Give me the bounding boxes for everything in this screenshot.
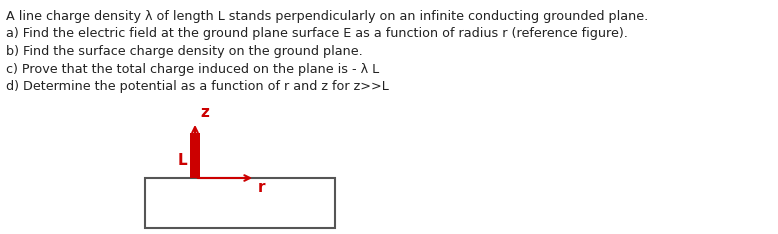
Text: c) Prove that the total charge induced on the plane is - λ L: c) Prove that the total charge induced o… xyxy=(6,62,379,76)
Text: z: z xyxy=(200,105,209,120)
Bar xyxy=(190,133,200,178)
Text: d) Determine the potential as a function of r and z for z>>L: d) Determine the potential as a function… xyxy=(6,80,389,93)
Text: b) Find the surface charge density on the ground plane.: b) Find the surface charge density on th… xyxy=(6,45,363,58)
Bar xyxy=(145,178,335,228)
Text: A line charge density λ of length L stands perpendicularly on an infinite conduc: A line charge density λ of length L stan… xyxy=(6,10,648,23)
Text: a) Find the electric field at the ground plane surface E as a function of radius: a) Find the electric field at the ground… xyxy=(6,28,628,40)
Text: r: r xyxy=(258,180,265,195)
Text: L: L xyxy=(177,153,187,168)
